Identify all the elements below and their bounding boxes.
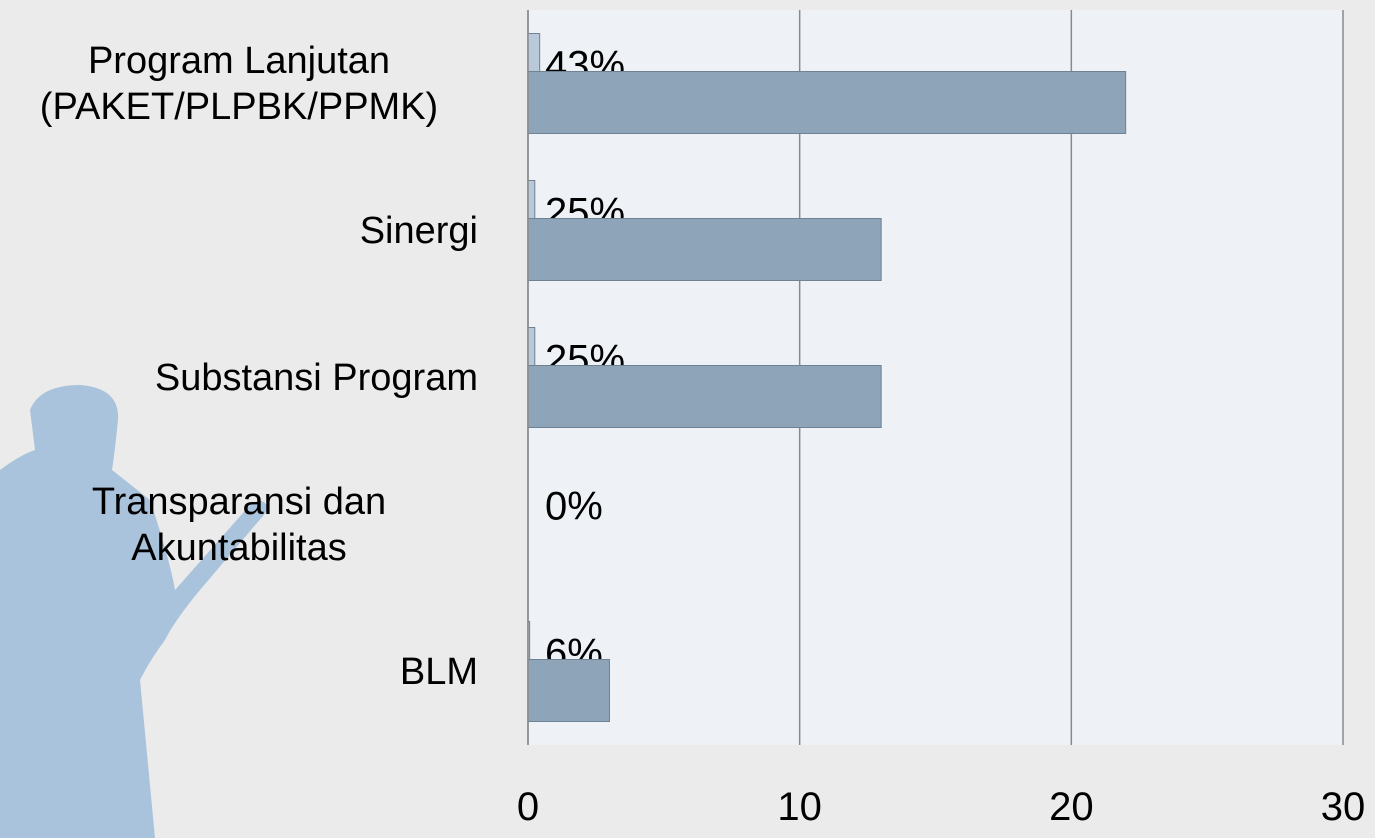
y-tick-label: Transparansi dan Akuntabilitas [91,480,387,569]
y-tick-label: Substansi Program [154,356,478,399]
x-tick-label: 30 [1321,785,1366,829]
y-tick-label: BLM [399,650,478,693]
y-tick-label: Sinergi [359,209,478,252]
data-label: 0% [545,485,603,529]
bar [527,218,882,281]
bar [527,659,610,722]
x-tick-label: 10 [777,785,822,829]
y-tick-label: Program Lanjutan (PAKET/PLPBK/PPMK) [39,39,439,128]
presenter-silhouette [0,385,268,838]
bar [527,71,1127,134]
bar [527,365,882,428]
x-tick-label: 0 [517,785,539,829]
x-tick-label: 20 [1049,785,1094,829]
